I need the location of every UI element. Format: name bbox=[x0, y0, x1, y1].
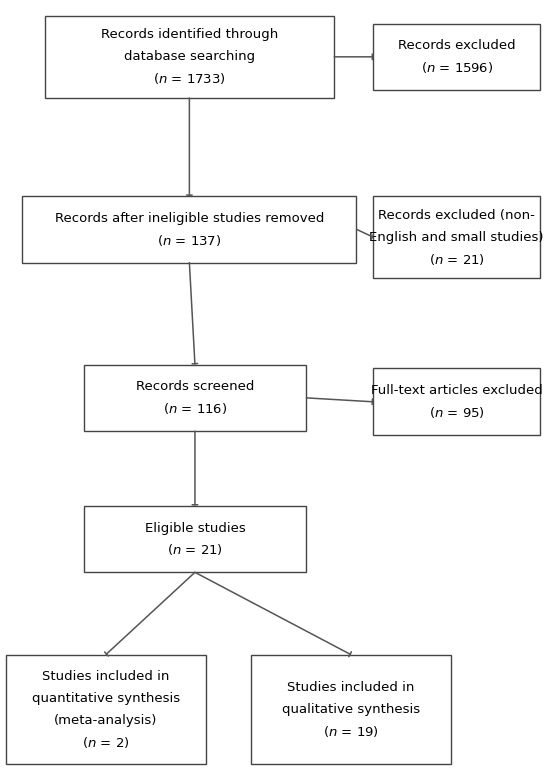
Text: ($\mathit{n}$ = 137): ($\mathit{n}$ = 137) bbox=[157, 233, 222, 248]
FancyBboxPatch shape bbox=[84, 365, 306, 431]
Text: Records identified through: Records identified through bbox=[101, 28, 278, 42]
Text: qualitative synthesis: qualitative synthesis bbox=[282, 703, 420, 716]
Text: Records screened: Records screened bbox=[136, 380, 254, 394]
Text: ($\mathit{n}$ = 1733): ($\mathit{n}$ = 1733) bbox=[153, 71, 226, 86]
Text: ($\mathit{n}$ = 116): ($\mathit{n}$ = 116) bbox=[163, 401, 227, 416]
Text: ($\mathit{n}$ = 19): ($\mathit{n}$ = 19) bbox=[323, 724, 379, 739]
Text: Records excluded (non-: Records excluded (non- bbox=[378, 209, 535, 222]
Text: Studies included in: Studies included in bbox=[42, 670, 169, 683]
Text: Eligible studies: Eligible studies bbox=[145, 521, 245, 535]
FancyBboxPatch shape bbox=[373, 368, 540, 435]
Text: ($\mathit{n}$ = 95): ($\mathit{n}$ = 95) bbox=[429, 405, 485, 420]
Text: Full-text articles excluded: Full-text articles excluded bbox=[371, 384, 543, 397]
FancyBboxPatch shape bbox=[45, 16, 334, 98]
FancyBboxPatch shape bbox=[373, 24, 540, 90]
Text: ($\mathit{n}$ = 21): ($\mathit{n}$ = 21) bbox=[167, 543, 223, 557]
Text: database searching: database searching bbox=[124, 50, 255, 64]
FancyBboxPatch shape bbox=[251, 655, 451, 764]
Text: Records excluded: Records excluded bbox=[398, 39, 516, 53]
FancyBboxPatch shape bbox=[373, 196, 540, 278]
Text: English and small studies): English and small studies) bbox=[369, 230, 544, 244]
Text: ($\mathit{n}$ = 1596): ($\mathit{n}$ = 1596) bbox=[421, 60, 493, 75]
FancyBboxPatch shape bbox=[22, 196, 356, 263]
Text: ($\mathit{n}$ = 2): ($\mathit{n}$ = 2) bbox=[82, 735, 130, 750]
Text: quantitative synthesis: quantitative synthesis bbox=[32, 692, 180, 705]
Text: Studies included in: Studies included in bbox=[287, 681, 414, 694]
FancyBboxPatch shape bbox=[6, 655, 206, 764]
FancyBboxPatch shape bbox=[84, 506, 306, 572]
Text: Records after ineligible studies removed: Records after ineligible studies removed bbox=[55, 212, 324, 225]
Text: ($\mathit{n}$ = 21): ($\mathit{n}$ = 21) bbox=[429, 252, 485, 267]
Text: (meta-analysis): (meta-analysis) bbox=[54, 714, 158, 727]
